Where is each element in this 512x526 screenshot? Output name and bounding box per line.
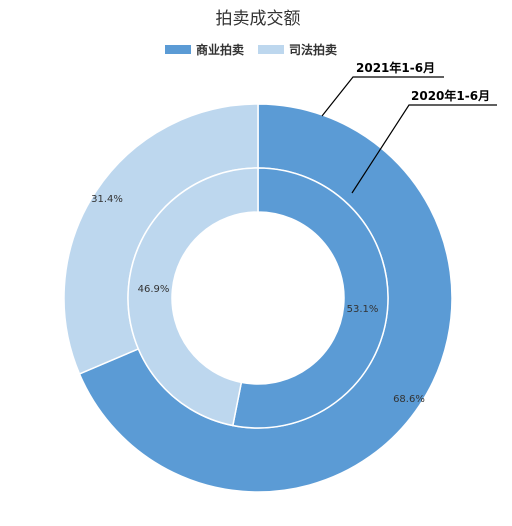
inner-ring-name: 2020年1-6月 [411,88,490,103]
legend-label-1: 商业拍卖 [196,42,244,57]
inner-ring-label-2: 46.9% [138,284,170,295]
inner-ring-label-1: 53.1% [347,304,379,315]
chart-title: 拍卖成交额 [216,9,301,29]
outer-ring-leader-line [321,76,444,117]
legend-swatch-1 [165,45,191,54]
legend-label-2: 司法拍卖 [289,42,337,57]
inner-ring-leader-line [351,104,497,194]
inner-ring-slice-1 [231,167,389,429]
inner-ring-slice-2 [127,167,259,427]
legend-swatch-2 [258,45,284,54]
outer-ring-label-1: 68.6% [393,394,425,405]
outer-ring-name: 2021年1-6月 [356,60,435,75]
outer-ring-label-2: 31.4% [91,194,123,205]
